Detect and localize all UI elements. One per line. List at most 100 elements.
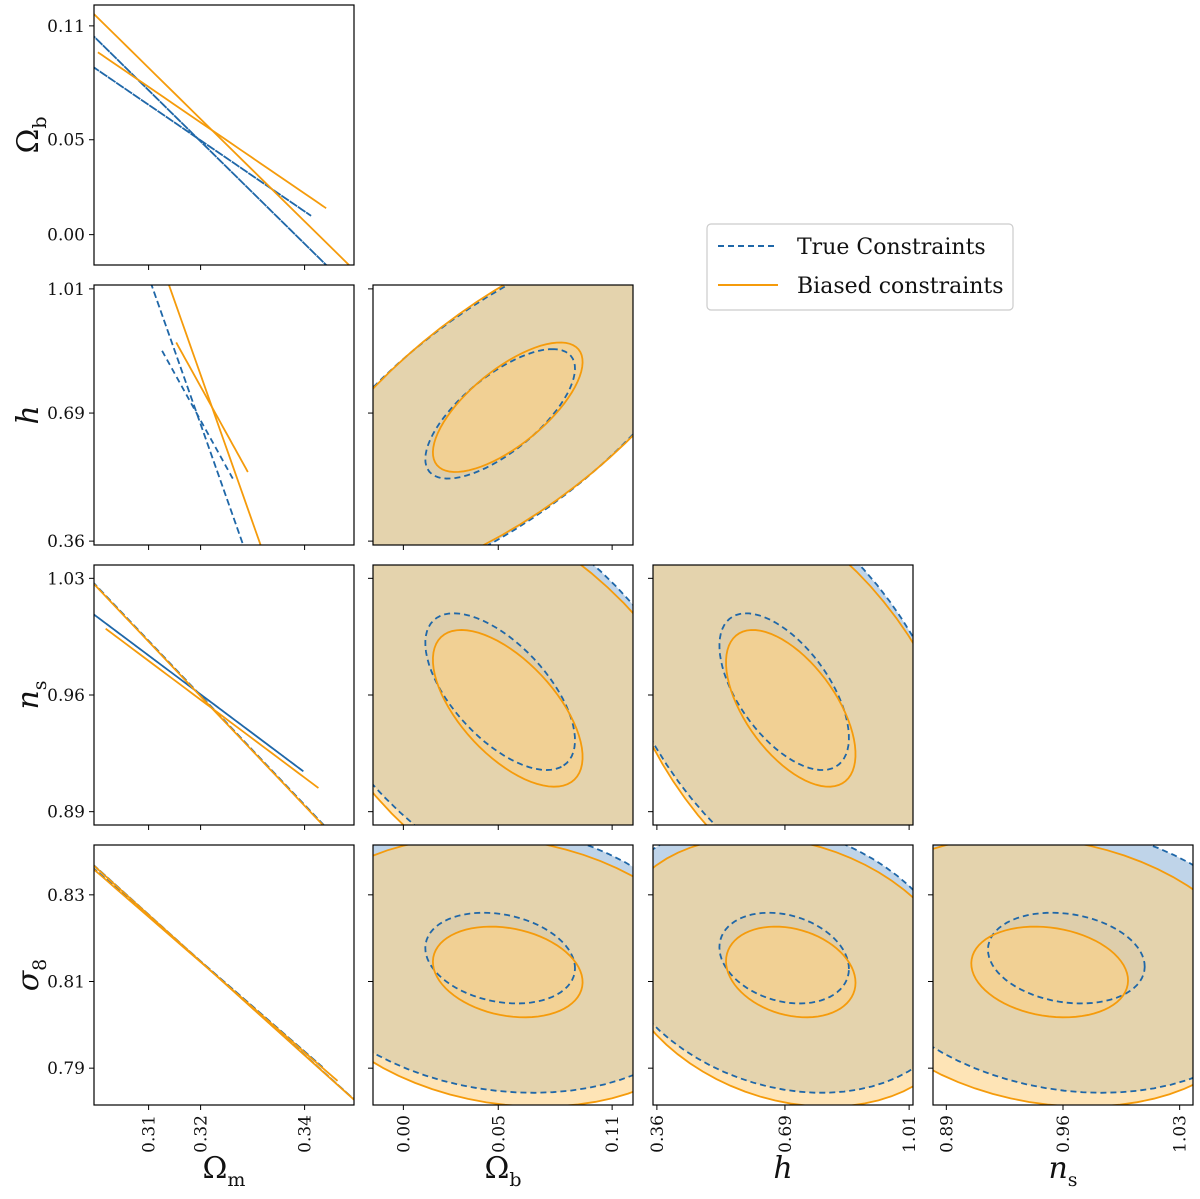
y-axis-label-ob: Ωb <box>11 116 51 153</box>
biased-inner-fill-s8-ns <box>971 926 1129 1018</box>
y-tick-label-ns: 0.89 <box>47 803 85 823</box>
biased-inner-contour-ns-om <box>105 627 319 789</box>
x-axis-label-ob: Ωb <box>484 1151 521 1191</box>
panel-s8-vs-h: 0.36 0.69 1.01 h <box>648 844 920 1186</box>
y-tick-label-s8: 0.81 <box>47 973 85 993</box>
panel-h-vs-ob <box>368 284 634 550</box>
y-tick-label-ob: 0.05 <box>47 131 85 151</box>
biased-outer-contour-s8-h <box>653 845 913 1105</box>
biased-inner-contour-ob-om <box>97 51 327 209</box>
panel-frame <box>372 844 634 1106</box>
y-axis-label-h: h <box>11 405 46 424</box>
true-outer-contour-s8-ob <box>373 845 633 1094</box>
y-tick-label-s8: 0.83 <box>47 886 85 906</box>
y-tick-label-ob: 0.00 <box>47 226 85 246</box>
true-outer-contour-ob-om <box>94 35 328 265</box>
x-tick-label-ob: 0.00 <box>394 1115 414 1153</box>
contours-s8-vs-ns <box>933 845 1193 1105</box>
biased-inner-contour-h-om <box>175 342 249 473</box>
contours-s8-vs-om <box>94 864 354 1101</box>
x-tick-label-om: 0.31 <box>140 1115 160 1153</box>
panel-ns-vs-om: 0.89 0.96 1.03 ns <box>11 564 355 830</box>
legend: True Constraints Biased constraints <box>706 223 1014 311</box>
contours-ob-vs-om <box>94 12 351 265</box>
legend-box <box>706 223 1014 311</box>
true-outer-contour-s8-h <box>653 845 913 1094</box>
y-tick-label-ns: 0.96 <box>47 686 85 706</box>
biased-inner-contour-ns-ob <box>432 629 584 788</box>
panel-h-vs-om: 0.36 0.69 1.01 h <box>11 280 355 552</box>
y-tick-label-h: 0.69 <box>47 404 85 424</box>
y-tick-label-ns: 1.03 <box>47 569 85 589</box>
biased-inner-contour-s8-h <box>725 925 857 1019</box>
true-inner-contour-h-om <box>160 348 234 480</box>
legend-true-label: True Constraints <box>797 235 986 260</box>
x-tick-label-om: 0.32 <box>192 1115 212 1153</box>
biased-outer-contour-h-om <box>168 285 262 545</box>
panel-frame <box>93 4 355 266</box>
y-axis-label-ns: ns <box>11 680 51 709</box>
contours-ns-vs-h <box>653 565 913 825</box>
biased-inner-contour-ns-h <box>725 629 857 788</box>
contours-ns-vs-ob <box>373 565 633 825</box>
x-tick-label-h: 0.36 <box>648 1115 668 1153</box>
y-axis-label-s8: σ8 <box>11 959 51 992</box>
true-inner-contour-ns-ob <box>424 612 576 771</box>
y-tick-label-h: 0.36 <box>47 532 85 552</box>
panel-frame <box>93 844 355 1106</box>
biased-outer-contour-ns-om <box>94 582 325 825</box>
biased-outer-contour-s8-ns <box>933 845 1193 1105</box>
contours-ns-vs-om <box>94 582 325 825</box>
true-outer-contour-h-om <box>150 285 245 545</box>
contours-s8-vs-h <box>653 845 913 1105</box>
panel-frame <box>372 284 634 546</box>
panel-frame <box>652 844 914 1106</box>
true-outer-contour-ns-h <box>653 565 913 825</box>
x-tick-label-h: 0.69 <box>776 1115 796 1153</box>
panel-ns-vs-h <box>648 564 914 830</box>
x-tick-label-h: 1.01 <box>900 1115 920 1153</box>
biased-outer-contour-s8-ob <box>373 845 633 1105</box>
x-axis-label-ns: ns <box>1048 1151 1077 1191</box>
panel-ob-vs-om: 0.00 0.05 0.11 Ωb <box>11 4 355 270</box>
biased-inner-contour-s8-ob <box>431 925 584 1019</box>
x-tick-label-om: 0.34 <box>296 1115 316 1153</box>
x-axis-label-h: h <box>773 1151 792 1186</box>
legend-biased-label: Biased constraints <box>797 274 1004 299</box>
biased-inner-fill-h-ob <box>432 342 583 472</box>
y-tick-label-h: 1.01 <box>47 280 85 300</box>
contours-h-vs-ob <box>373 285 633 545</box>
true-outer-contour-s8-ns <box>933 845 1193 1094</box>
true-inner-contour-s8-ob <box>424 911 576 1005</box>
x-tick-label-ns: 0.89 <box>937 1115 957 1153</box>
true-inner-contour-s8-h <box>718 911 850 1005</box>
y-tick-label-s8: 0.79 <box>47 1059 85 1079</box>
true-inner-contour-s8-ns <box>987 911 1146 1005</box>
y-tick-label-ob: 0.11 <box>47 17 85 37</box>
x-tick-label-ns: 1.03 <box>1171 1115 1191 1153</box>
panel-frame <box>93 284 355 546</box>
panel-ns-vs-ob <box>368 564 634 830</box>
x-tick-label-ob: 0.05 <box>489 1115 509 1153</box>
biased-outer-contour-ob-om <box>94 12 351 265</box>
biased-inner-contour-s8-ns <box>970 925 1129 1019</box>
contours-s8-vs-ob <box>373 845 633 1105</box>
biased-outer-contour-s8-om <box>94 864 354 1101</box>
panel-s8-vs-ns: 0.89 0.96 1.03 ns <box>928 844 1194 1191</box>
x-axis-label-om: Ωm <box>203 1151 246 1191</box>
contours-h-vs-om <box>150 285 262 545</box>
true-inner-contour-h-ob <box>424 348 576 480</box>
x-tick-label-ob: 0.11 <box>603 1115 623 1153</box>
biased-inner-fill-s8-h <box>726 926 856 1018</box>
true-inner-contour-ob-om <box>94 66 312 217</box>
biased-outer-contour-h-ob <box>373 285 633 545</box>
panel-s8-vs-om: 0.79 0.81 0.83 0.31 0.32 0.34 σ8 Ωm <box>11 844 355 1191</box>
biased-inner-contour-s8-om <box>94 868 339 1082</box>
biased-inner-fill-ns-h <box>726 630 856 787</box>
biased-inner-fill-ns-ob <box>432 629 583 787</box>
panel-s8-vs-ob: 0.00 0.05 0.11 Ωb <box>368 844 634 1191</box>
biased-inner-contour-h-ob <box>431 341 584 473</box>
true-inner-contour-ns-h <box>718 612 850 771</box>
